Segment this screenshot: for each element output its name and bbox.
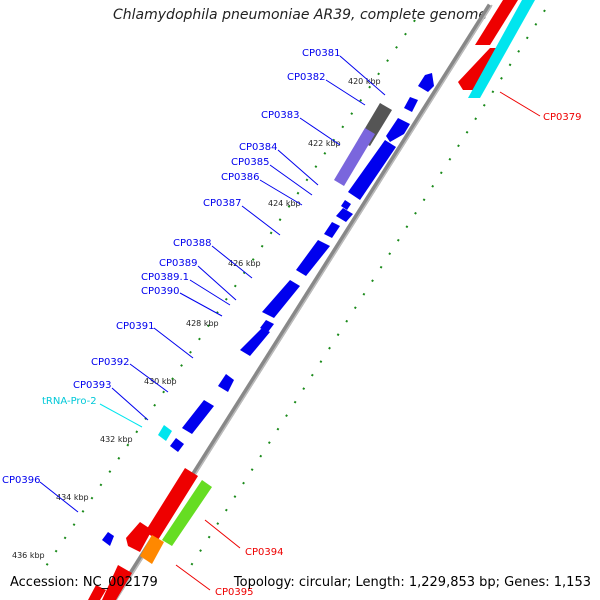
gene-label: CP0396 [2, 475, 40, 486]
map-title: Chlamydophila pneumoniae AR39, complete … [113, 7, 487, 23]
feature-cp0379-rrna [468, 0, 535, 98]
leader-lines [39, 55, 541, 591]
feature-cp0393-b [170, 438, 184, 452]
leader-cp0390 [179, 292, 223, 317]
leader-cp0381 [339, 55, 386, 96]
leader-cp0389-1 [189, 279, 231, 306]
forward-strand-features [102, 73, 434, 546]
feature-bottom-red-2 [88, 585, 106, 600]
feature-cp0394 [145, 468, 198, 540]
gene-label: CP0381 [302, 48, 340, 59]
leader-cp0389 [197, 265, 237, 301]
gene-label: CP0392 [91, 357, 129, 368]
leader-cp0382 [325, 79, 366, 106]
gene-label: CP0389.1 [141, 272, 189, 283]
leader-cp0387 [241, 205, 281, 236]
gene-label: CP0382 [287, 72, 325, 83]
feature-cp0384 [348, 140, 396, 200]
gene-label: CP0379 [543, 112, 581, 123]
feature-bottom-red-1 [102, 565, 132, 600]
leader-cp0394 [204, 519, 241, 549]
feature-cp0382-blue [404, 97, 418, 112]
feature-small-red [126, 522, 152, 552]
leader-cp0383 [299, 117, 341, 146]
feature-cp0395 [140, 535, 164, 564]
gene-label: CP0395 [215, 587, 253, 598]
gene-labels: CP0381 CP0382 CP0383 CP0384 CP0385 CP038… [2, 48, 581, 598]
gene-label: CP0384 [239, 142, 277, 153]
feature-cp0379-segment-1 [475, 0, 518, 45]
leader-cp0379 [499, 91, 541, 117]
leader-cp0385 [269, 164, 313, 196]
feature-cp0393 [182, 400, 214, 434]
leader-cp0393 [111, 387, 149, 421]
gene-label: CP0388 [173, 238, 211, 249]
gene-label: CP0390 [141, 286, 179, 297]
tick-label: 424 kbp [268, 199, 301, 208]
tick-labels: 420 kbp 422 kbp 424 kbp 426 kbp 428 kbp … [12, 77, 381, 560]
leader-cp0396 [39, 481, 79, 513]
gene-label: CP0383 [261, 110, 299, 121]
gene-label: CP0391 [116, 321, 154, 332]
feature-cp0390 [240, 328, 270, 356]
accession-text: Accession: NC_002179 [10, 575, 158, 590]
tick-label: 432 kbp [100, 435, 133, 444]
gene-label: CP0389 [159, 258, 197, 269]
feature-cp0384-purple [334, 128, 375, 186]
feature-cp0383 [386, 118, 410, 142]
feature-cp0387 [324, 222, 340, 238]
feature-cp0392 [218, 374, 234, 392]
gene-label: CP0385 [231, 157, 269, 168]
reverse-strand-features [88, 0, 535, 600]
leader-cp0391 [153, 327, 194, 359]
leader-cp0384 [277, 149, 319, 186]
gene-label: tRNA-Pro-2 [42, 396, 97, 407]
feature-cp0386-a [341, 200, 351, 210]
tick-label: 428 kbp [186, 319, 219, 328]
feature-trna [158, 425, 172, 441]
genome-summary-text: Topology: circular; Length: 1,229,853 bp… [233, 575, 591, 590]
tick-label: 426 kbp [228, 259, 261, 268]
tick-label: 436 kbp [12, 551, 45, 560]
feature-cp0396 [102, 532, 114, 546]
tick-label: 422 kbp [308, 139, 341, 148]
feature-cp0386-b [336, 208, 353, 222]
feature-cp0388 [296, 240, 330, 276]
tick-label: 430 kbp [144, 377, 177, 386]
leader-trna [99, 403, 143, 428]
outer-reverse-track-guide [184, 9, 546, 576]
tick-label: 434 kbp [56, 493, 89, 502]
inner-forward-track-guide [39, 19, 416, 576]
feature-cp0381 [418, 73, 434, 92]
leader-cp0395 [175, 564, 211, 591]
tick-label: 420 kbp [348, 77, 381, 86]
feature-cp0394-green [162, 480, 212, 546]
feature-cp0389 [262, 280, 300, 318]
leader-cp0392 [129, 363, 169, 393]
leader-cp0388 [211, 245, 253, 279]
gene-label: CP0387 [203, 198, 241, 209]
leader-cp0386 [259, 179, 303, 206]
gene-label: CP0386 [221, 172, 259, 183]
gene-label: CP0394 [245, 547, 283, 558]
gene-label: CP0393 [73, 380, 111, 391]
